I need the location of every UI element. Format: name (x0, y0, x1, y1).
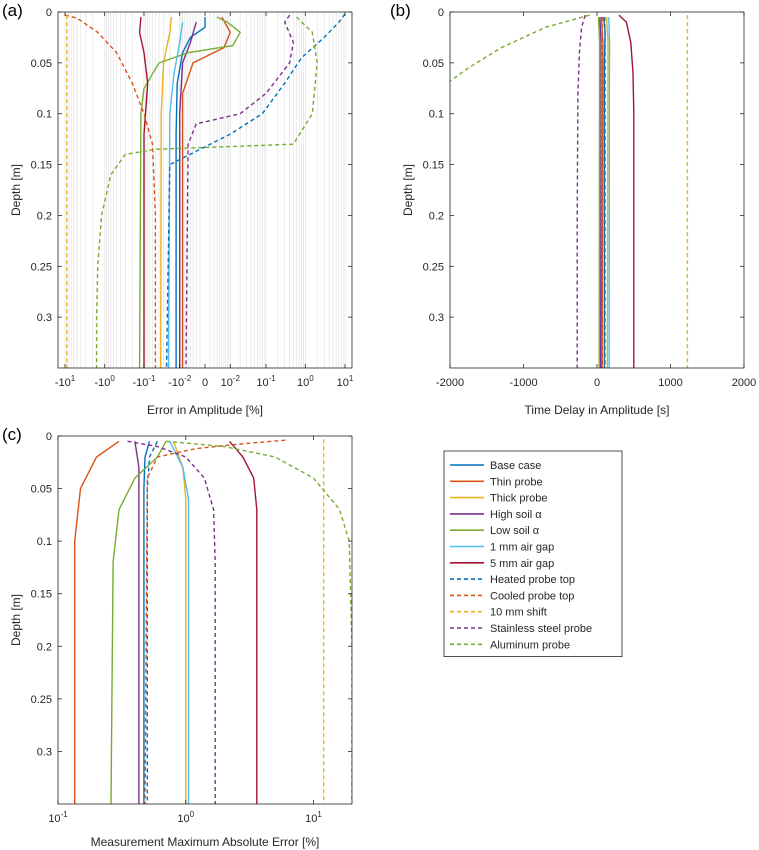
legend-entry: Stainless steel probe (490, 623, 592, 635)
series-line (143, 441, 151, 804)
series-line (110, 440, 167, 804)
series-line (165, 13, 346, 368)
legend-box (443, 450, 623, 658)
series-line (144, 439, 286, 804)
y-axis-label: Depth [m] (9, 164, 23, 216)
y-tick-label: 0.1 (37, 109, 52, 121)
y-tick-label: 0 (46, 7, 52, 19)
series-line (64, 14, 157, 368)
plot-area (58, 12, 352, 368)
y-tick-label: 0.3 (37, 746, 52, 758)
x-tick-label: -10-2 (168, 374, 192, 389)
x-tick-label: 0 (202, 377, 208, 389)
x-tick-label: 2000 (732, 377, 756, 389)
series-line (185, 14, 295, 368)
y-tick-label: 0.05 (423, 58, 444, 70)
chart-b: 0 0.05 0.1 0.15 0.2 0.25 0.3 -2000 -1000 0 1000 200… (401, 7, 756, 417)
x-axis-label: Measurement Maximum Absolute Error [%] (91, 835, 320, 849)
x-tick-label: -10-1 (132, 374, 156, 389)
legend-entry: 1 mm air gap (490, 542, 554, 554)
y-tick-label: 0.25 (31, 694, 52, 706)
y-tick-label: 0.05 (31, 58, 52, 70)
series-line (160, 17, 173, 368)
y-tick-label: 0.15 (423, 160, 444, 172)
y-tick-label: 0.1 (429, 109, 444, 121)
series-line (165, 440, 352, 804)
y-axis-label: Depth [m] (401, 164, 415, 216)
legend-entry: Base case (490, 460, 541, 472)
y-tick-label: 0.05 (31, 484, 52, 496)
y-tick-label: 0 (46, 431, 52, 443)
series-line (618, 14, 635, 368)
panel-label-b: (b) (390, 1, 411, 20)
x-tick-label: 10-1 (256, 374, 276, 389)
x-tick-label: -101 (55, 374, 76, 389)
x-tick-label: 101 (337, 374, 354, 389)
y-tick-label: 0.3 (37, 312, 52, 324)
x-axis-label: Error in Amplitude [%] (147, 403, 263, 417)
series-line (146, 440, 159, 804)
legend-entry: Thin probe (490, 476, 543, 488)
chart-c: 0 0.05 0.1 0.15 0.2 0.25 0.3 10-1 100 101 Measurem… (9, 431, 353, 849)
y-tick-label: 0.2 (37, 210, 52, 222)
y-tick-label: 0.2 (429, 210, 444, 222)
plot-area (58, 436, 352, 804)
series-line (134, 441, 140, 804)
legend-entry: Heated probe top (490, 574, 575, 586)
x-tick-label: 10-1 (48, 810, 68, 825)
series-line (179, 22, 197, 368)
y-tick-label: 0.15 (31, 589, 52, 601)
y-tick-label: 0.2 (37, 641, 52, 653)
chart-a: 0 0.05 0.1 0.15 0.2 0.25 0.3 -101 -100 -10-1 -10-2… (9, 7, 354, 417)
series-line (450, 14, 590, 82)
series-line (181, 16, 232, 368)
panel-label-c: (c) (2, 425, 22, 444)
legend-entry: 5 mm air gap (490, 558, 554, 570)
series-line (228, 440, 258, 804)
series-line (599, 17, 602, 368)
legend: Base case Thin probe Thick probe High soil … (443, 450, 623, 658)
y-tick-label: 0.25 (31, 261, 52, 273)
y-tick-label: 0 (438, 7, 444, 19)
legend-entry: Cooled probe top (490, 590, 574, 602)
y-tick-label: 0.3 (429, 312, 444, 324)
y-tick-label: 0.25 (423, 261, 444, 273)
legend-entry: 10 mm shift (490, 607, 547, 619)
legend-entry: Low soil α (490, 525, 540, 537)
series-line (127, 440, 216, 804)
x-tick-label: 100 (177, 810, 194, 825)
legend-entry: High soil α (490, 509, 542, 521)
x-tick-label: 0 (594, 377, 600, 389)
series-line (95, 16, 318, 368)
y-axis-label: Depth [m] (9, 594, 23, 646)
legend-entry: Aluminum probe (490, 639, 570, 651)
x-tick-label: 101 (305, 810, 322, 825)
plot-area (450, 12, 744, 368)
x-tick-label: 100 (297, 374, 314, 389)
x-axis-label: Time Delay in Amplitude [s] (525, 403, 670, 417)
series-line (169, 440, 190, 804)
x-tick-label: 1000 (658, 377, 682, 389)
series-line (576, 14, 586, 368)
series-line (138, 16, 242, 368)
y-tick-label: 0.1 (37, 536, 52, 548)
y-tick-label: 0.15 (31, 160, 52, 172)
series-line (608, 17, 611, 368)
series-line (74, 440, 120, 804)
x-tick-label: -1000 (509, 377, 537, 389)
series-line (605, 17, 609, 368)
x-tick-label: -2000 (436, 377, 464, 389)
axes-frame (57, 435, 353, 805)
series-line (597, 17, 601, 368)
x-tick-label: 10-2 (221, 374, 241, 389)
panel-label-a: (a) (2, 1, 23, 20)
series-line (175, 17, 206, 368)
x-tick-label: -100 (95, 374, 116, 389)
series-line (138, 17, 149, 368)
legend-entry: Thick probe (490, 493, 547, 505)
